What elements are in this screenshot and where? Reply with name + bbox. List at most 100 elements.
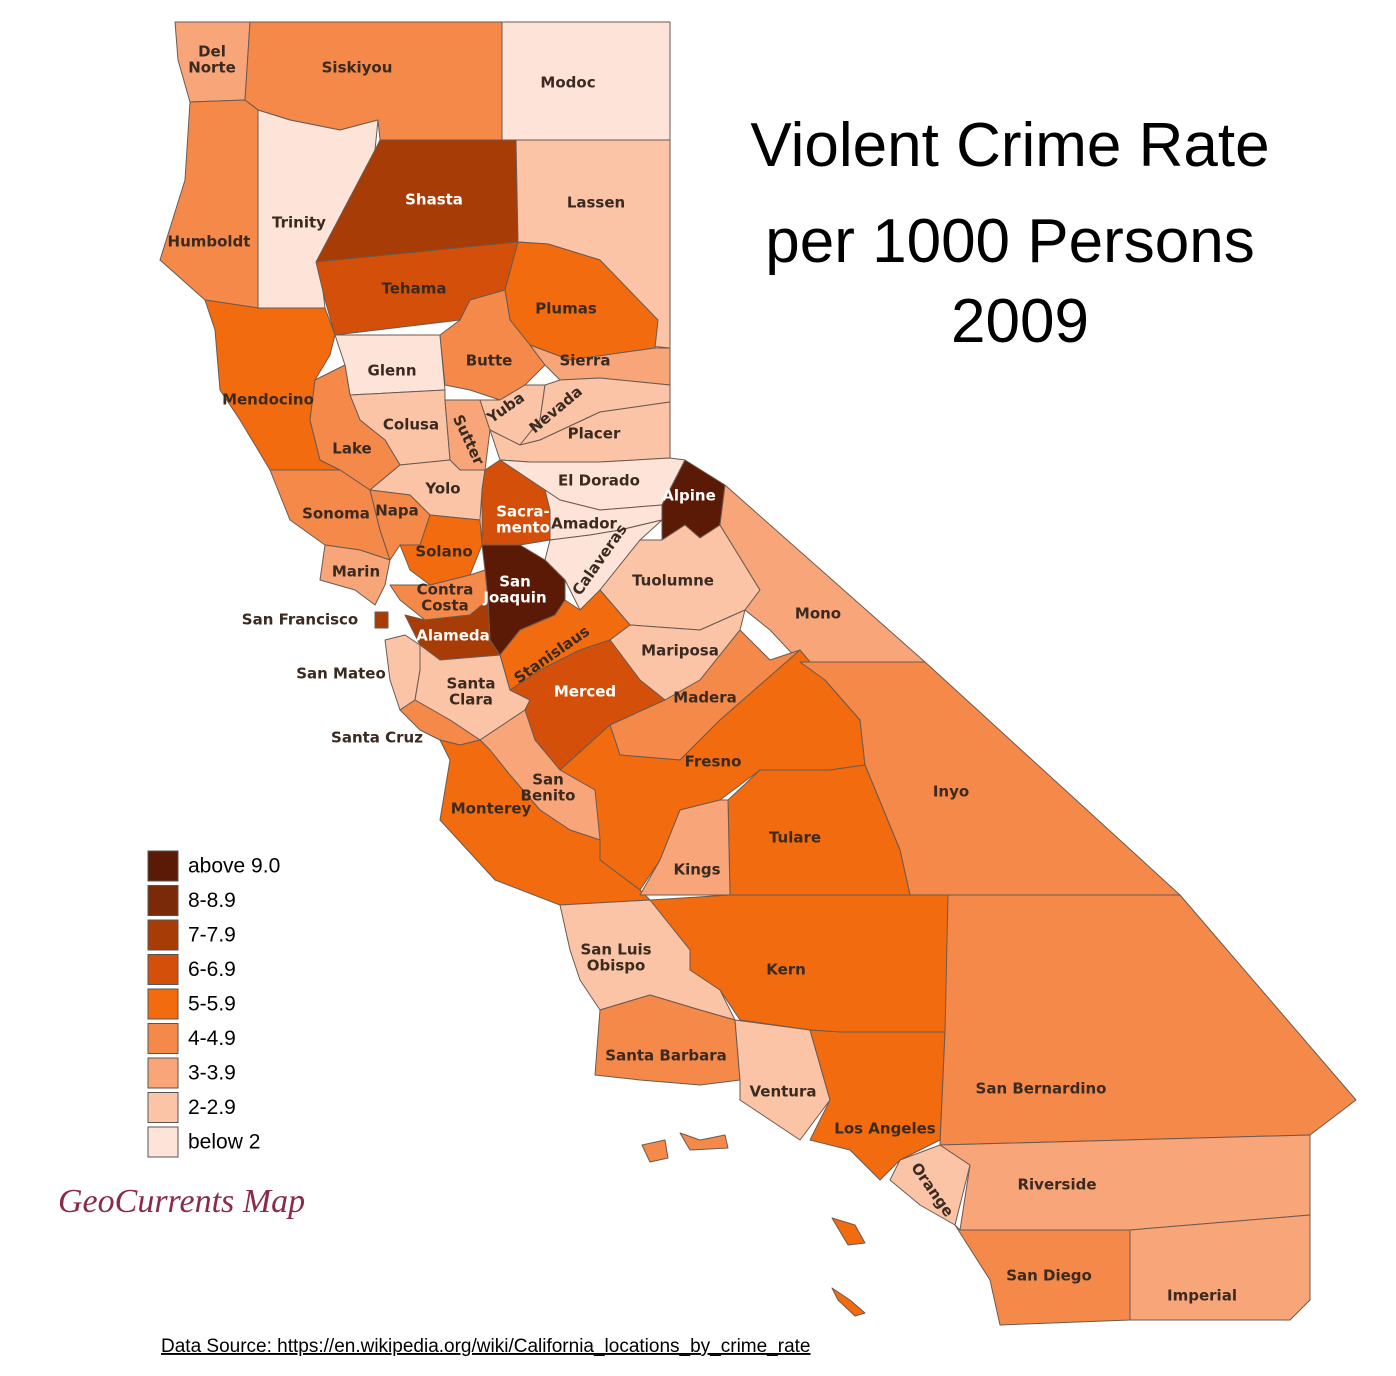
county-name: Imperial bbox=[1167, 1287, 1237, 1305]
county-name: Trinity bbox=[272, 214, 326, 232]
county-name: Obispo bbox=[587, 957, 646, 975]
county-name: Madera bbox=[673, 689, 736, 707]
county-label: Marin bbox=[332, 563, 380, 581]
county-label: Los Angeles bbox=[834, 1120, 936, 1138]
legend-swatch bbox=[147, 885, 179, 916]
county-label: Alameda bbox=[416, 627, 490, 645]
county-name: Lassen bbox=[567, 194, 625, 212]
legend-label: 3-3.9 bbox=[188, 1062, 236, 1085]
county-name: Joaquin bbox=[482, 589, 546, 607]
county bbox=[481, 459, 551, 546]
county-name: Del bbox=[198, 43, 226, 61]
county-name: Sierra bbox=[559, 352, 610, 370]
county-name: San Francisco bbox=[242, 611, 358, 629]
legend-swatch bbox=[147, 1057, 179, 1089]
county-name: San Luis bbox=[580, 941, 651, 959]
county-name: Alpine bbox=[662, 487, 715, 505]
county-label: Solano bbox=[415, 543, 472, 561]
county-label: Plumas bbox=[535, 300, 597, 318]
county-label: San Bernardino bbox=[976, 1080, 1107, 1098]
county-label: Tehama bbox=[382, 280, 447, 298]
islands bbox=[641, 1132, 866, 1317]
county-label: San Diego bbox=[1006, 1267, 1092, 1285]
county-label: Ventura bbox=[749, 1083, 816, 1101]
legend-swatch bbox=[147, 1126, 179, 1158]
county-name: Mono bbox=[795, 605, 841, 623]
county-label: Butte bbox=[466, 352, 513, 370]
county-label: Inyo bbox=[933, 783, 969, 801]
county bbox=[159, 99, 259, 309]
county-name: Tulare bbox=[769, 829, 821, 847]
county-label: Humboldt bbox=[168, 233, 251, 251]
county-name: Mariposa bbox=[641, 642, 719, 660]
legend-label: 4-4.9 bbox=[188, 1027, 236, 1050]
county-name: Monterey bbox=[451, 800, 532, 818]
county-name: Kings bbox=[673, 861, 720, 879]
county-name: Alameda bbox=[416, 627, 490, 645]
legend-label: 2-2.9 bbox=[188, 1096, 236, 1119]
county-name: Humboldt bbox=[168, 233, 251, 251]
county-name: Siskiyou bbox=[322, 59, 393, 77]
county-name: Yolo bbox=[424, 480, 460, 498]
county-name: Norte bbox=[188, 59, 236, 77]
county-label: Shasta bbox=[405, 191, 463, 209]
legend-swatch bbox=[147, 919, 179, 951]
county-label: Mono bbox=[795, 605, 841, 623]
county-name: Benito bbox=[521, 787, 576, 805]
county-label: Yolo bbox=[424, 480, 460, 498]
county-label: Monterey bbox=[451, 800, 532, 818]
counties bbox=[159, 21, 1357, 1326]
county-label: Napa bbox=[375, 502, 419, 520]
legend-label: above 9.0 bbox=[188, 855, 280, 878]
county-label: Modoc bbox=[540, 74, 595, 92]
county-label: San Mateo bbox=[296, 665, 386, 683]
county-label: Santa Barbara bbox=[605, 1047, 726, 1065]
county-name: Tehama bbox=[382, 280, 447, 298]
county-name: Amador bbox=[551, 515, 617, 533]
county-name: Modoc bbox=[540, 74, 595, 92]
county-name: Kern bbox=[766, 961, 806, 979]
county-label: El Dorado bbox=[558, 472, 640, 490]
county-label: Sierra bbox=[559, 352, 610, 370]
county-name: Clara bbox=[449, 691, 493, 709]
county-name: Colusa bbox=[383, 416, 439, 434]
county-label: Mariposa bbox=[641, 642, 719, 660]
county bbox=[319, 544, 391, 606]
county-name: Inyo bbox=[933, 783, 969, 801]
county-label: Amador bbox=[551, 515, 617, 533]
county-name: Merced bbox=[554, 683, 616, 701]
county-name: Santa Barbara bbox=[605, 1047, 726, 1065]
county-label: Merced bbox=[554, 683, 616, 701]
county-label: Lake bbox=[332, 440, 371, 458]
county bbox=[719, 484, 926, 663]
county-label: Glenn bbox=[368, 362, 417, 380]
county-name: Napa bbox=[375, 502, 419, 520]
county-label: Mendocino bbox=[222, 391, 314, 409]
county-label: Kern bbox=[766, 961, 806, 979]
county-label: Placer bbox=[568, 425, 621, 443]
county-name: Shasta bbox=[405, 191, 463, 209]
county bbox=[939, 894, 1357, 1146]
credit: GeoCurrents Map bbox=[58, 1183, 305, 1220]
county-name: Mendocino bbox=[222, 391, 314, 409]
county-name: Tuolumne bbox=[632, 572, 714, 590]
county-name: Los Angeles bbox=[834, 1120, 936, 1138]
county-name: Sonoma bbox=[302, 505, 370, 523]
county-label: Sacra-mento bbox=[496, 503, 550, 537]
county-name: Contra bbox=[417, 581, 474, 599]
county bbox=[374, 611, 389, 629]
legend-swatch bbox=[147, 1092, 179, 1123]
title-line: Violent Crime Rate bbox=[750, 111, 1269, 180]
county-name: Santa bbox=[447, 675, 496, 693]
county-label: Lassen bbox=[567, 194, 625, 212]
county-name: San Diego bbox=[1006, 1267, 1092, 1285]
county-label: Riverside bbox=[1017, 1176, 1096, 1194]
county bbox=[939, 1134, 1311, 1231]
county-name: Plumas bbox=[535, 300, 597, 318]
county-label: Alpine bbox=[662, 487, 715, 505]
legend: above 9.0 8-8.9 7-7.9 6-6.9 5-5.9 4-4.9 3-3.9 2… bbox=[147, 850, 280, 1158]
county-name: Placer bbox=[568, 425, 621, 443]
county-name: San Bernardino bbox=[976, 1080, 1107, 1098]
